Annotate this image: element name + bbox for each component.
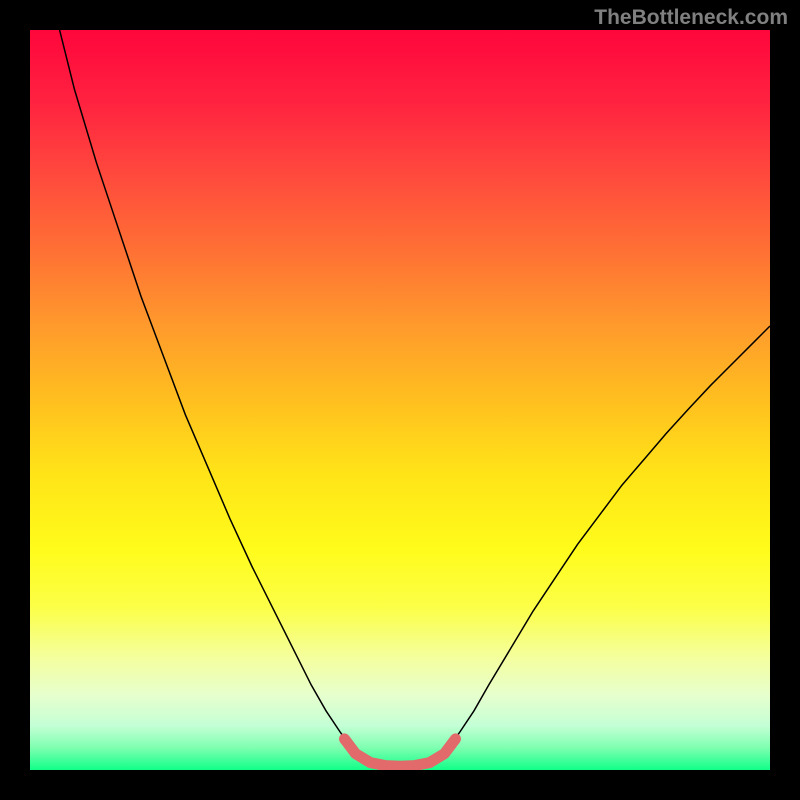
gradient-background xyxy=(30,30,770,770)
chart-frame: TheBottleneck.com xyxy=(0,0,800,800)
bottleneck-chart-svg xyxy=(30,30,770,770)
plot-area xyxy=(30,30,770,770)
watermark-text: TheBottleneck.com xyxy=(594,6,788,30)
